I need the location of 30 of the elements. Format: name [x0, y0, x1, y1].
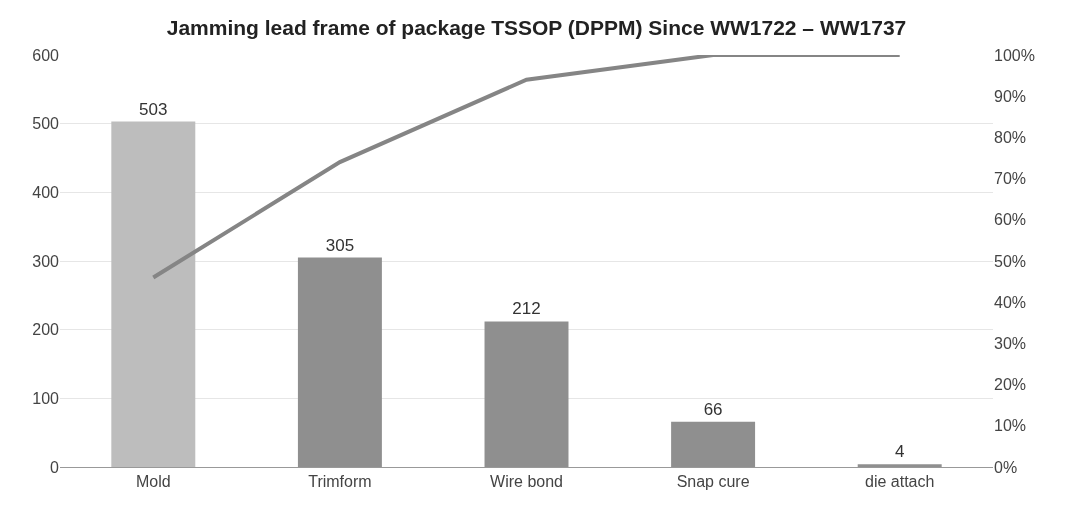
- data-label: 4: [894, 442, 905, 462]
- y2-tick-label: 50%: [994, 252, 1027, 270]
- y-tick-label: 300: [32, 252, 60, 270]
- x-tick-label: die attach: [865, 473, 935, 491]
- chart-title: Jamming lead frame of package TSSOP (DPPM) Since WW1722 – WW1737: [166, 16, 907, 40]
- y2-tick-label: 20%: [994, 376, 1027, 394]
- data-label: 503: [139, 99, 168, 119]
- y2-tick-label: 70%: [994, 170, 1027, 188]
- y-tick-label: 500: [32, 115, 60, 133]
- x-tick-label: Mold: [135, 473, 171, 491]
- x-tick-label: Trimform: [308, 473, 372, 491]
- data-label: 305: [325, 235, 355, 255]
- bar: [111, 121, 196, 467]
- data-label: 66: [703, 399, 723, 419]
- x-tick-label: Snap cure: [676, 473, 750, 491]
- y2-tick-label: 10%: [994, 417, 1027, 435]
- y-tick-label: 0: [50, 458, 60, 476]
- data-label: 212: [512, 299, 541, 319]
- y2-tick-label: 30%: [994, 335, 1027, 352]
- y2-tick-label: 80%: [994, 129, 1027, 146]
- y2-tick-label: 100%: [994, 46, 1035, 64]
- y-tick-label: 200: [32, 321, 60, 339]
- y2-tick-label: 90%: [994, 87, 1027, 105]
- y2-tick-label: 0%: [994, 458, 1018, 476]
- y2-tick-label: 40%: [994, 293, 1027, 311]
- y2-tick-label: 60%: [994, 211, 1027, 229]
- x-tick-label: Wire bond: [490, 473, 563, 491]
- y-tick-label: 400: [32, 183, 60, 201]
- y-tick-label: 600: [32, 46, 60, 64]
- y-tick-label: 100: [32, 389, 60, 407]
